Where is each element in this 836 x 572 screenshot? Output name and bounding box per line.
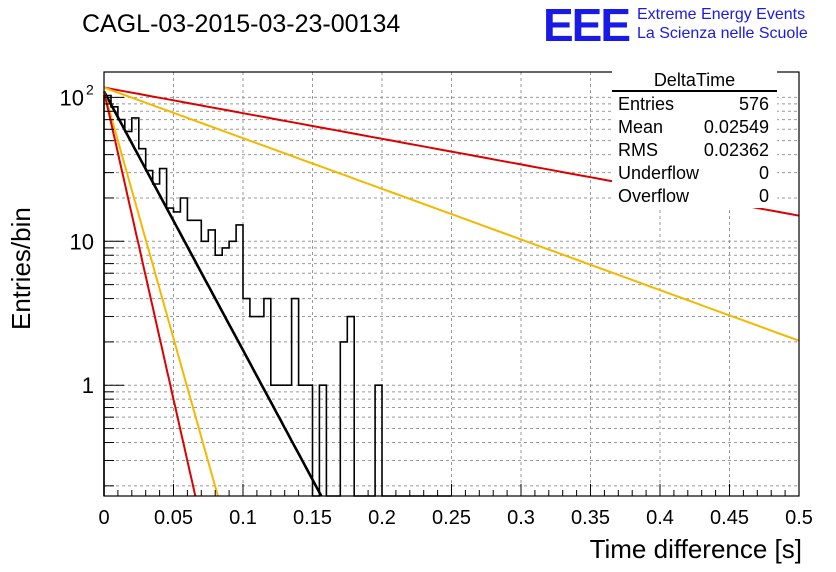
histogram-bin (299, 385, 306, 496)
stats-label: RMS (618, 140, 658, 160)
fit-curve-black-0 (102, 90, 323, 497)
histogram-bin (139, 149, 146, 496)
stats-box: DeltaTime Entries 576 Mean 0.02549 RMS 0… (612, 70, 777, 208)
eee-logo: EEE (543, 0, 631, 51)
histogram-bin (319, 385, 326, 496)
stats-row-rms: RMS 0.02362 (612, 139, 777, 162)
x-tick-label: 0.05 (154, 507, 193, 529)
histogram-outline (103, 94, 452, 497)
logo-caption-1: Extreme Energy Events (637, 6, 806, 23)
axis-ticks: 0 0.05 0.1 0.15 0.2 0.25 0.3 0.35 0.4 0.45 0.5 1 10 1… (60, 81, 813, 529)
stats-row-entries: Entries 576 (612, 93, 777, 116)
x-tick-label: 0.1 (229, 507, 257, 529)
logo-caption-2: La Scienza nelle Scuole (637, 25, 808, 42)
fit-curve-red-4 (103, 91, 197, 497)
y-tick-label: 1 (82, 373, 94, 398)
stats-title: DeltaTime (612, 70, 777, 92)
y-tick-exponent: 2 (86, 81, 94, 97)
x-tick-label: 0.45 (710, 507, 749, 529)
histogram-bin (111, 107, 118, 496)
histogram-bin (229, 241, 236, 496)
stats-value: 0.02362 (703, 140, 769, 160)
grid-layer (104, 72, 799, 496)
stats-label: Mean (618, 117, 664, 137)
y-axis-label: Entries/bin (6, 207, 36, 330)
stats-value: 0 (758, 186, 769, 206)
fit-curve-yellow-2 (103, 86, 800, 342)
x-axis-label: Time difference [s] (589, 534, 802, 564)
stats-value: 0 (758, 163, 769, 183)
histogram-bin (160, 169, 167, 496)
histogram-bin (347, 317, 354, 496)
histogram-bin (208, 230, 215, 496)
histogram-bin (215, 255, 222, 496)
x-tick-label: 0.15 (293, 507, 332, 529)
stats-label: Overflow (618, 186, 690, 206)
stats-row-underflow: Underflow 0 (612, 162, 777, 185)
y-tick-label: 10 (70, 229, 94, 254)
histogram-bin (340, 342, 347, 496)
histogram-bin (167, 208, 174, 496)
y-tick-label: 10 (60, 85, 84, 110)
x-tick-label: 0 (98, 507, 109, 529)
histogram-bin (257, 317, 264, 496)
x-tick-label: 0.3 (507, 507, 535, 529)
histogram-bin (243, 299, 250, 496)
x-tick-label: 0.35 (571, 507, 610, 529)
x-tick-label: 0.4 (646, 507, 674, 529)
stats-value: 0.02549 (703, 117, 769, 137)
x-tick-label: 0.25 (432, 507, 471, 529)
stats-label: Underflow (618, 163, 700, 183)
histogram-bin (292, 299, 299, 496)
histogram-bin (278, 385, 285, 496)
stats-value: 576 (738, 94, 769, 114)
x-tick-label: 0.2 (368, 507, 396, 529)
histogram-bin (375, 385, 382, 496)
histogram-bin (132, 118, 139, 496)
histogram-bin (153, 184, 160, 496)
fit-curve-yellow-3 (103, 91, 219, 497)
stats-row-overflow: Overflow 0 (612, 185, 777, 208)
stats-label: Entries (618, 94, 675, 114)
histogram-bin (250, 317, 257, 496)
chart-title: CAGL-03-2015-03-23-00134 (82, 10, 401, 38)
stats-row-mean: Mean 0.02549 (612, 116, 777, 139)
histogram-layer (103, 94, 452, 497)
histogram-bin (236, 225, 243, 496)
histogram-bin (104, 95, 111, 496)
x-tick-label: 0.5 (785, 507, 813, 529)
histogram-bin (146, 171, 153, 496)
histogram-bin (187, 220, 194, 496)
